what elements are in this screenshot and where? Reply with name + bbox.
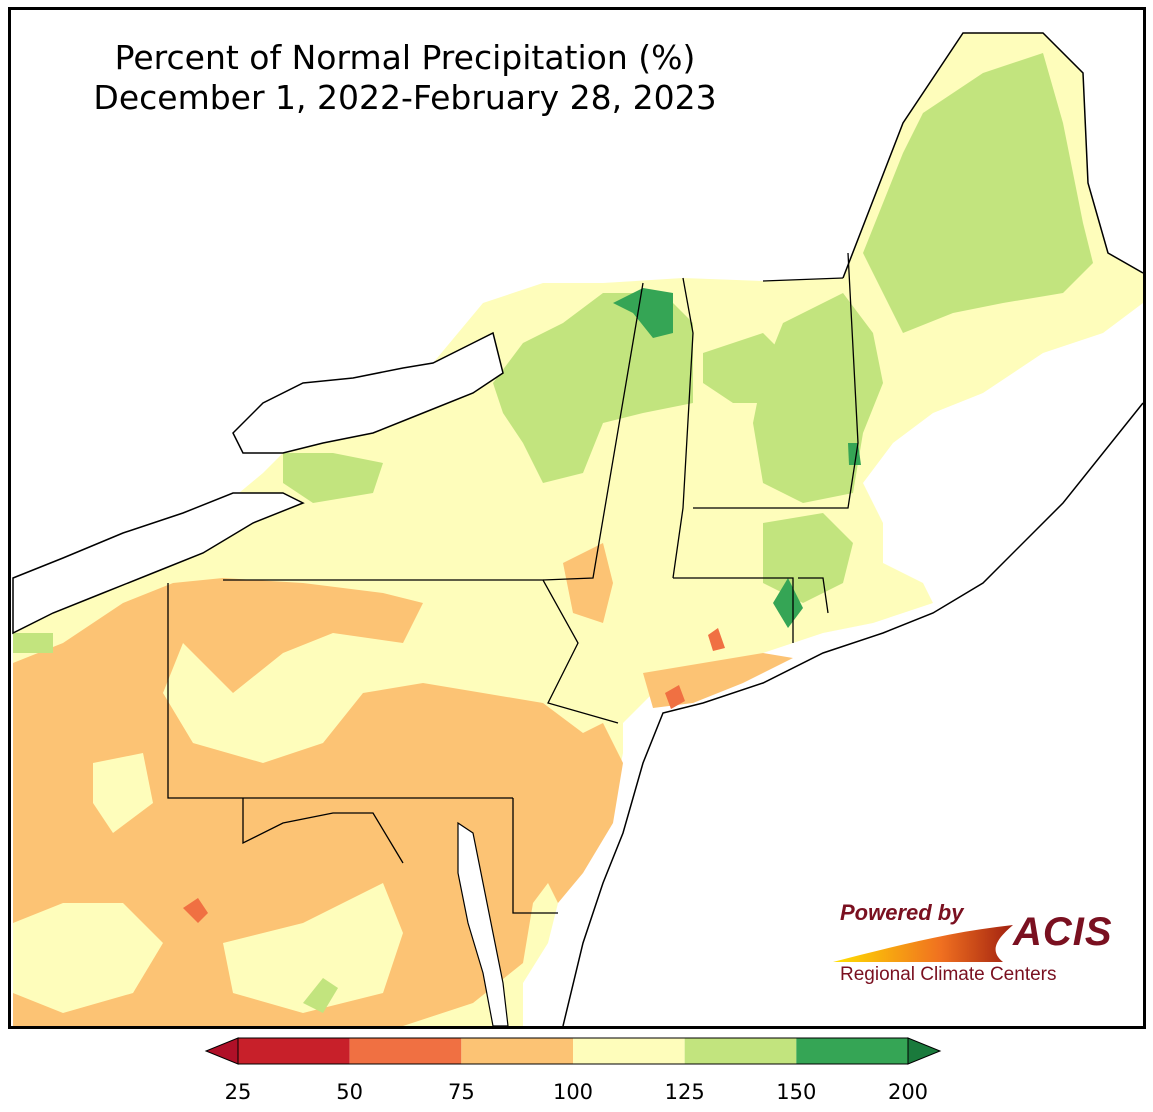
zone-well-below-wv [183, 898, 208, 923]
coastline [562, 32, 1143, 1026]
colorbar-bin-50-75 [349, 1038, 462, 1064]
logo-acis: ACIS [1013, 910, 1113, 954]
colorbar-under-arrow [204, 1037, 239, 1065]
acis-logo: Powered by ACIS Regional Climate Centers [828, 900, 1118, 995]
logo-swoosh-icon [833, 925, 1013, 962]
precipitation-map [12, 32, 1143, 1026]
colorbar-tick-label: 200 [887, 1080, 929, 1104]
colorbar-bin-150-200 [796, 1038, 908, 1064]
colorbar-tick-label: 25 [224, 1080, 252, 1104]
map-frame [8, 7, 1146, 1029]
zone-well-above-adirondacks [613, 288, 673, 338]
zone-well-below-li [665, 685, 685, 709]
colorbar-tick-label: 125 [664, 1080, 705, 1104]
colorbar-bin-25-50 [238, 1038, 350, 1064]
colorbar-outline [237, 1037, 909, 1065]
map-date-range: December 1, 2022-February 28, 2023 [93, 78, 717, 117]
zone-near-normal-ohio [93, 753, 153, 833]
logo-rcc: Regional Climate Centers [840, 964, 1057, 985]
colorbar-bin-75-100 [461, 1038, 573, 1064]
colorbar [204, 1037, 942, 1065]
zone-near-normal-va [223, 883, 403, 1013]
zone-well-below-ct [708, 628, 725, 651]
zone-below-normal-nj [538, 723, 623, 903]
zone-below-normal-sw [13, 578, 593, 1026]
colorbar-tick-label: 75 [447, 1080, 475, 1104]
colorbar-bin-125-150 [684, 1038, 797, 1064]
zone-above-normal-ma [763, 513, 853, 603]
logo-powered-by: Powered by [840, 900, 964, 925]
zone-above-normal-wny [283, 453, 383, 503]
zone-near-normal-wv [13, 903, 163, 1013]
colorbar-tick-label: 50 [336, 1080, 364, 1104]
zone-above-normal-vt [703, 333, 793, 403]
map-title: Percent of Normal Precipitation (%) [114, 38, 696, 77]
atlantic-ocean [563, 403, 1143, 1026]
state-borders [167, 252, 859, 914]
lake-ontario [232, 331, 504, 454]
zone-below-normal-east-pa [563, 543, 613, 623]
colorbar-tick-label: 150 [776, 1080, 817, 1104]
colorbar-over-arrow [907, 1037, 942, 1065]
zone-above-normal-maine [863, 53, 1093, 333]
zone-above-normal-ny [493, 293, 693, 483]
chesapeake-bay [457, 821, 509, 1026]
lake-erie [12, 492, 305, 635]
colorbar-tick-label: 100 [552, 1080, 594, 1104]
zone-above-normal-ohio [13, 633, 53, 653]
zone-above-normal-va [303, 978, 338, 1013]
zone-well-above-ct [773, 578, 803, 628]
colorbar-bin-100-125 [573, 1038, 685, 1064]
